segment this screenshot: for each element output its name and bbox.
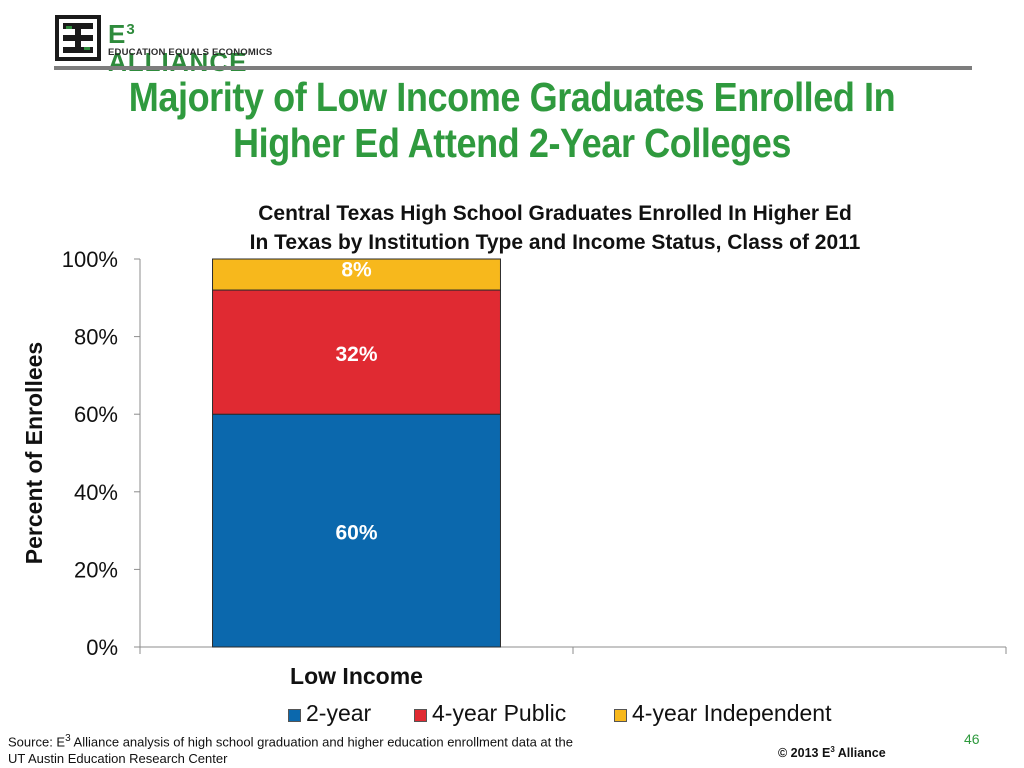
bar-segment-4-year-public xyxy=(212,289,501,415)
y-tick-label: 100% xyxy=(62,247,118,272)
legend-label-2-year: 2-year xyxy=(306,700,372,726)
legend-swatch-2-year xyxy=(288,709,301,722)
page-number: 46 xyxy=(964,731,980,747)
legend-swatch-4-year-independent xyxy=(614,709,627,722)
y-tick-label: 80% xyxy=(74,325,118,350)
bar-segment-4-year-independent xyxy=(212,258,501,291)
legend-label-4-year-public: 4-year Public xyxy=(432,700,567,726)
y-tick-label: 20% xyxy=(74,557,118,582)
logo-wordmark: E3 ALLIANCE xyxy=(108,19,248,77)
chart-title: Central Texas High School Graduates Enro… xyxy=(180,199,930,257)
y-tick-label: 0% xyxy=(86,635,118,660)
legend-swatch-4-year-public xyxy=(414,709,427,722)
title-divider xyxy=(54,66,972,70)
data-label-4-year-independent: 8% xyxy=(341,259,372,282)
data-label-2-year: 60% xyxy=(335,522,377,545)
legend-label-4-year-independent: 4-year Independent xyxy=(632,700,832,726)
y-tick-label: 60% xyxy=(74,402,118,427)
data-label-4-year-public: 32% xyxy=(335,343,377,366)
e3-logo-icon xyxy=(55,15,101,61)
y-axis-title: Percent of Enrollees xyxy=(21,342,47,564)
chart-title-line-2: In Texas by Institution Type and Income … xyxy=(249,231,861,254)
chart-title-line-1: Central Texas High School Graduates Enro… xyxy=(258,202,852,225)
source-note: Source: E3 Alliance analysis of high sch… xyxy=(8,733,573,767)
x-category-label: Low Income xyxy=(290,663,423,689)
slide-title: Majority of Low Income Graduates Enrolle… xyxy=(128,74,896,166)
logo-tagline: EDUCATION EQUALS ECONOMICS xyxy=(108,47,273,58)
e3-alliance-logo: E3 ALLIANCE EDUCATION EQUALS ECONOMICS xyxy=(54,14,272,76)
copyright-notice: © 2013 E3 Alliance xyxy=(778,745,886,761)
y-tick-label: 40% xyxy=(74,480,118,505)
